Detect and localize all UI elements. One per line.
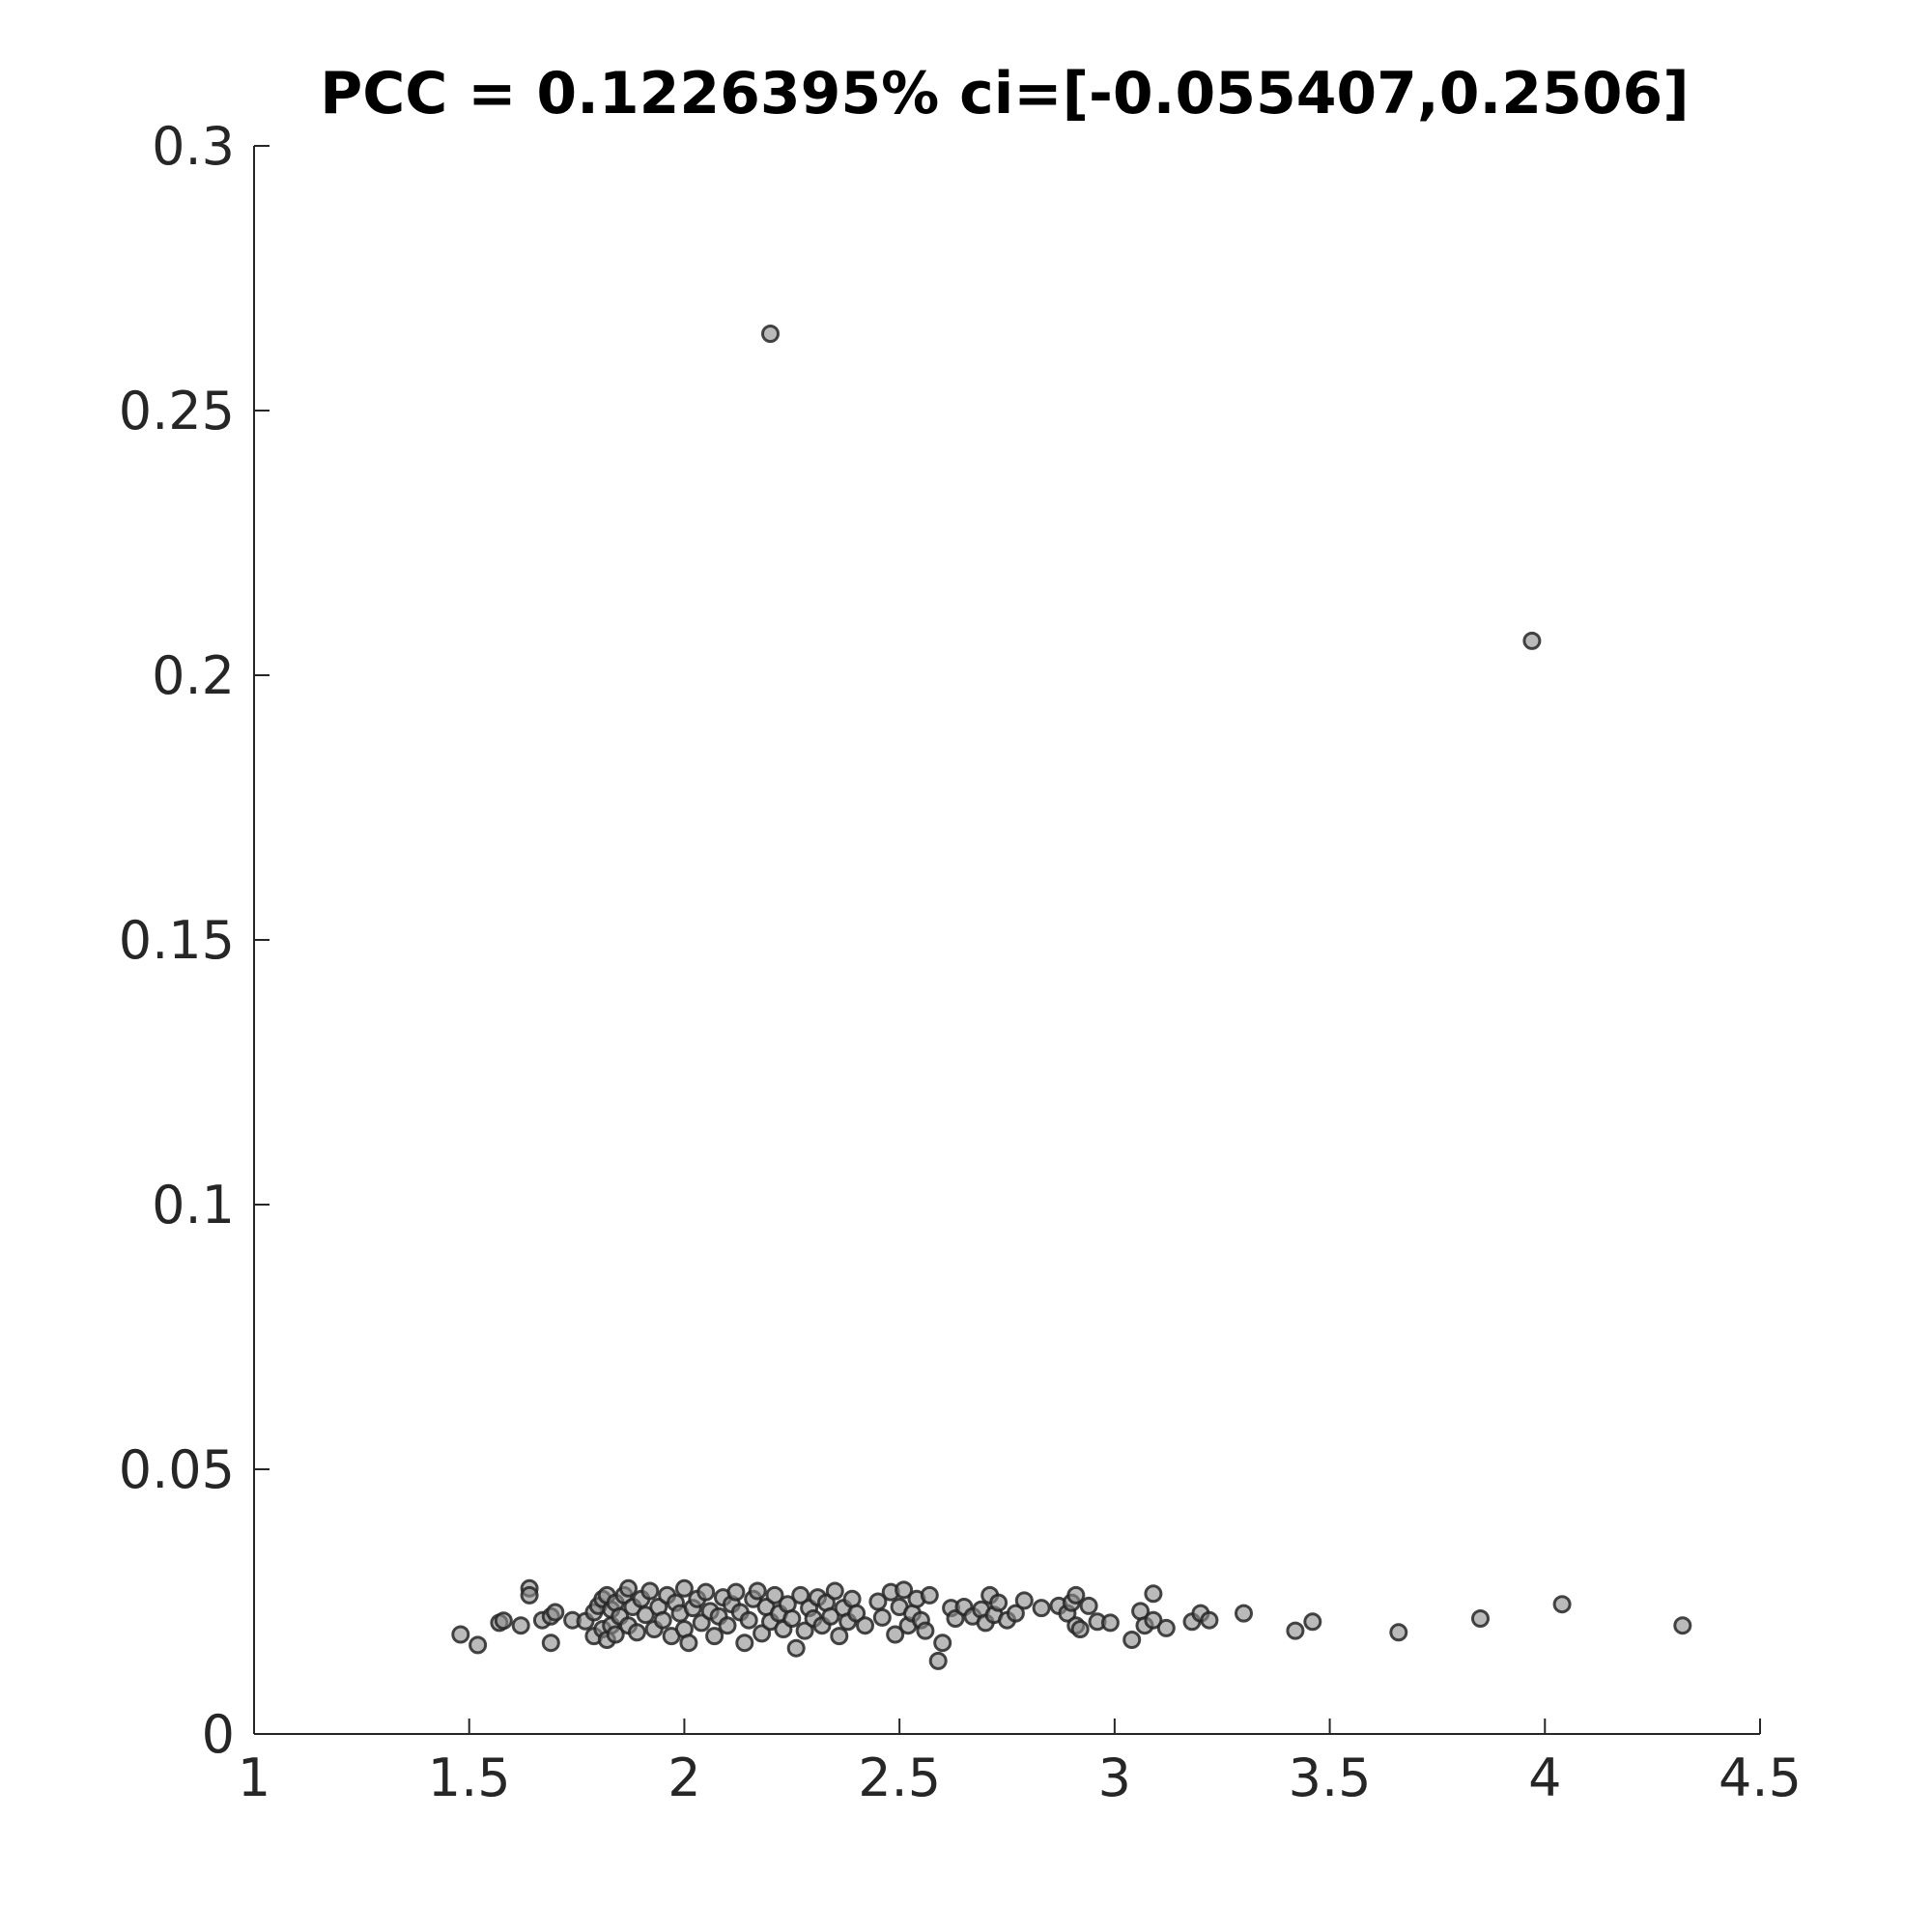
data-point bbox=[1200, 1610, 1219, 1630]
x-tick-label: 2 bbox=[668, 1747, 700, 1808]
x-ticks: 1 1.5 2 2.5 3 3.5 4 4.5 bbox=[238, 1719, 1802, 1808]
data-point bbox=[786, 1638, 806, 1658]
data-point bbox=[1006, 1604, 1025, 1623]
points-layer bbox=[451, 325, 1692, 1670]
data-point bbox=[1070, 1620, 1090, 1638]
data-point bbox=[1286, 1621, 1305, 1640]
data-point bbox=[821, 1606, 840, 1626]
data-point bbox=[546, 1603, 565, 1622]
x-tick-label: 3.5 bbox=[1289, 1747, 1372, 1808]
data-point bbox=[872, 1607, 892, 1627]
data-point bbox=[606, 1625, 625, 1644]
data-point bbox=[739, 1610, 758, 1630]
data-point bbox=[640, 1581, 660, 1601]
data-point bbox=[696, 1582, 716, 1602]
data-point bbox=[856, 1616, 874, 1635]
data-point bbox=[1100, 1613, 1120, 1633]
y-tick-label: 0.2 bbox=[152, 645, 235, 706]
data-point bbox=[1122, 1631, 1142, 1649]
data-point bbox=[636, 1605, 655, 1625]
y-tick-label: 0.05 bbox=[119, 1439, 235, 1500]
data-point bbox=[1144, 1584, 1163, 1604]
data-point bbox=[1066, 1585, 1086, 1605]
data-point bbox=[451, 1625, 470, 1644]
data-point bbox=[653, 1610, 672, 1630]
data-point bbox=[520, 1585, 539, 1605]
y-tick-label: 0.3 bbox=[152, 116, 235, 177]
data-point bbox=[1032, 1599, 1051, 1618]
data-point bbox=[619, 1578, 638, 1598]
data-point bbox=[705, 1627, 724, 1646]
data-point bbox=[933, 1634, 952, 1653]
y-tick-label: 0.25 bbox=[119, 381, 235, 441]
x-tick-label: 3 bbox=[1098, 1747, 1131, 1808]
data-point bbox=[1303, 1612, 1322, 1632]
data-point bbox=[469, 1635, 488, 1655]
x-tick-label: 1 bbox=[238, 1747, 270, 1808]
data-point bbox=[679, 1634, 698, 1653]
data-point bbox=[795, 1621, 814, 1640]
data-point bbox=[748, 1581, 767, 1601]
x-tick-label: 2.5 bbox=[858, 1747, 941, 1808]
data-point bbox=[895, 1580, 914, 1600]
data-point bbox=[761, 325, 780, 343]
data-point bbox=[1156, 1618, 1176, 1637]
data-point bbox=[494, 1611, 513, 1631]
data-point bbox=[989, 1593, 1009, 1612]
y-tick-label: 0.15 bbox=[119, 910, 235, 971]
data-point bbox=[1235, 1604, 1253, 1623]
data-point bbox=[825, 1581, 844, 1601]
data-point bbox=[920, 1585, 939, 1605]
data-point bbox=[718, 1616, 737, 1635]
data-point bbox=[830, 1627, 849, 1646]
x-tick-label: 4 bbox=[1528, 1747, 1561, 1808]
data-point bbox=[674, 1578, 694, 1598]
data-point bbox=[765, 1585, 784, 1605]
data-point bbox=[627, 1623, 646, 1642]
data-point bbox=[886, 1625, 905, 1644]
x-tick-label: 4.5 bbox=[1719, 1747, 1802, 1808]
data-point bbox=[511, 1616, 530, 1635]
chart-title: PCC = 0.1226395% ci=[-0.055407,0.2506] bbox=[320, 60, 1689, 128]
data-point bbox=[1079, 1596, 1098, 1615]
data-point bbox=[1471, 1609, 1490, 1628]
data-point bbox=[916, 1621, 935, 1640]
y-ticks: 0 0.05 0.1 0.15 0.2 0.25 0.3 bbox=[119, 116, 270, 1765]
data-point bbox=[791, 1585, 810, 1605]
data-point bbox=[1014, 1591, 1034, 1610]
data-point bbox=[928, 1651, 948, 1670]
y-tick-label: 0 bbox=[202, 1704, 235, 1765]
data-point bbox=[1522, 631, 1542, 650]
data-point bbox=[1673, 1616, 1692, 1635]
data-point bbox=[1389, 1623, 1408, 1642]
x-tick-label: 1.5 bbox=[428, 1747, 511, 1808]
y-tick-label: 0.1 bbox=[152, 1175, 235, 1236]
data-point bbox=[726, 1582, 746, 1602]
data-point bbox=[847, 1604, 867, 1623]
data-point bbox=[1144, 1610, 1163, 1630]
data-point bbox=[735, 1634, 754, 1653]
axes-layer bbox=[253, 146, 1760, 1735]
data-point bbox=[1552, 1595, 1572, 1614]
data-point bbox=[782, 1609, 802, 1628]
data-point bbox=[541, 1634, 560, 1653]
